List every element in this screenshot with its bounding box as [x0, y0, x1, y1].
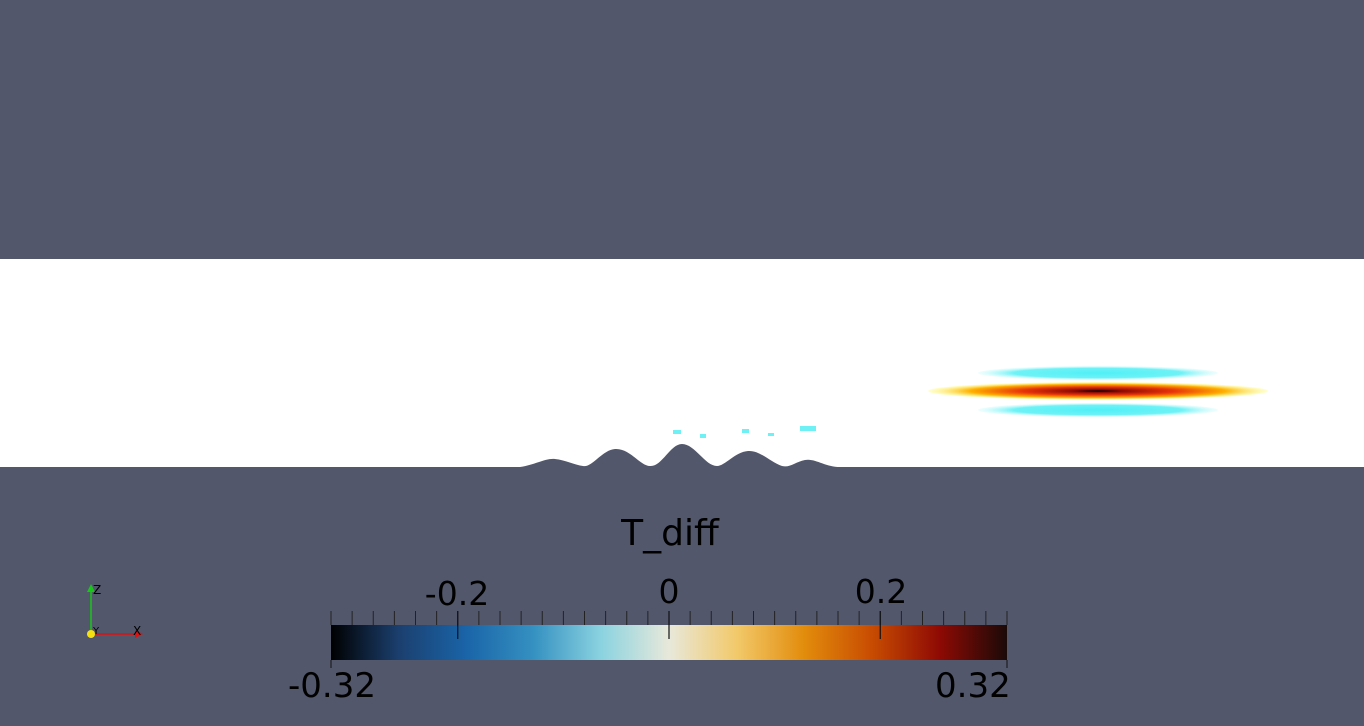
y-axis-label: Y [93, 626, 100, 637]
colorbar-tick-label: 0 [658, 572, 680, 611]
colorbar-min-label: -0.32 [288, 666, 376, 706]
x-axis-arrow [135, 630, 143, 638]
colorbar-max-label: 0.32 [935, 666, 1011, 706]
y-axis-marker [87, 630, 95, 638]
colorbar-title: T_diff [621, 513, 719, 554]
z-axis-arrow [87, 584, 95, 592]
temperature-anomaly [928, 366, 1268, 417]
colorbar-tick-label: -0.2 [424, 574, 490, 613]
x-axis-label: X [133, 624, 142, 638]
z-axis-label: Z [93, 583, 102, 597]
orientation-axes[interactable] [87, 584, 143, 638]
topography-anomaly-patches [673, 426, 816, 438]
domain-slice [0, 259, 1364, 467]
colorbar [330, 611, 1008, 668]
colorbar-tick-label: 0.2 [854, 572, 908, 611]
colorbar-tick-marks [330, 611, 1008, 668]
